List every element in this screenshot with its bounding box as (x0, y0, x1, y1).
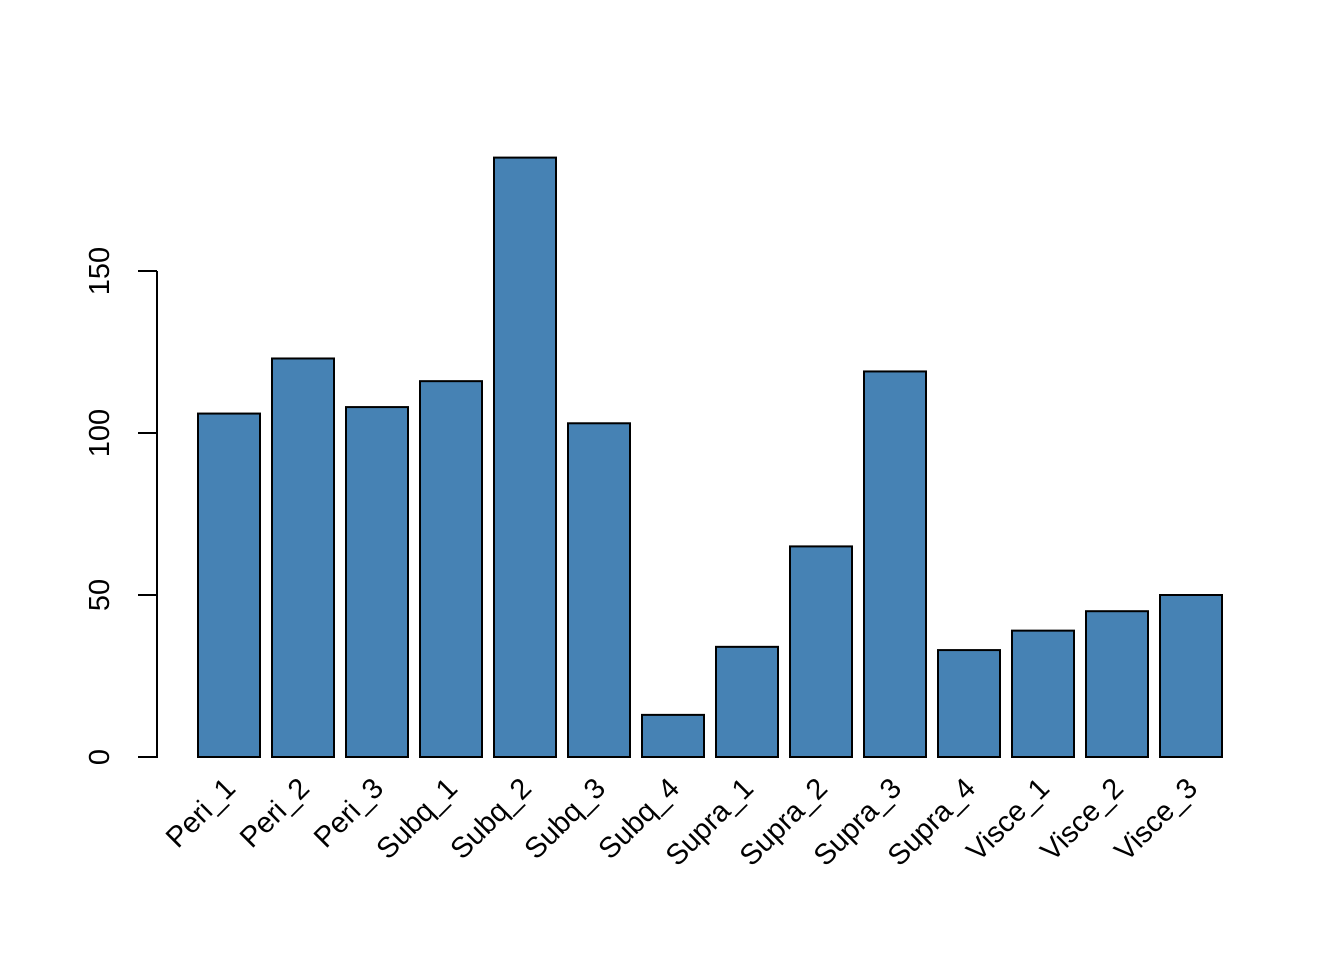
bar-subq_2 (493, 156, 557, 759)
x-axis-tick-label: Visce_3 (1109, 772, 1204, 867)
bar-subq_1 (419, 380, 483, 758)
x-axis-tick-label: Peri_1 (160, 772, 242, 854)
x-axis-tick-label: Subq_2 (445, 772, 538, 865)
y-axis-tick-label: 0 (84, 749, 116, 765)
bar-supra_3 (863, 370, 927, 758)
bar-supra_4 (937, 649, 1001, 759)
x-axis-tick-label: Visce_1 (961, 772, 1056, 867)
bar-peri_3 (345, 406, 409, 758)
bar-visce_1 (1011, 629, 1075, 759)
x-axis-tick-label: Subq_3 (519, 772, 612, 865)
x-axis-tick-label: Visce_2 (1035, 772, 1130, 867)
bar-supra_1 (715, 645, 779, 759)
y-axis-tick-label: 150 (84, 247, 116, 295)
bar-visce_2 (1085, 610, 1149, 759)
bar-peri_1 (197, 412, 261, 758)
x-axis-tick-label: Peri_2 (234, 772, 316, 854)
bar-subq_4 (641, 713, 705, 759)
bar-supra_2 (789, 545, 853, 759)
bar-subq_3 (567, 422, 631, 758)
x-axis-tick-label: Subq_1 (371, 772, 464, 865)
bar-peri_2 (271, 357, 335, 758)
y-axis-tick-label: 100 (84, 409, 116, 457)
y-axis-tick-label: 50 (84, 579, 116, 611)
bar-visce_3 (1159, 594, 1223, 758)
